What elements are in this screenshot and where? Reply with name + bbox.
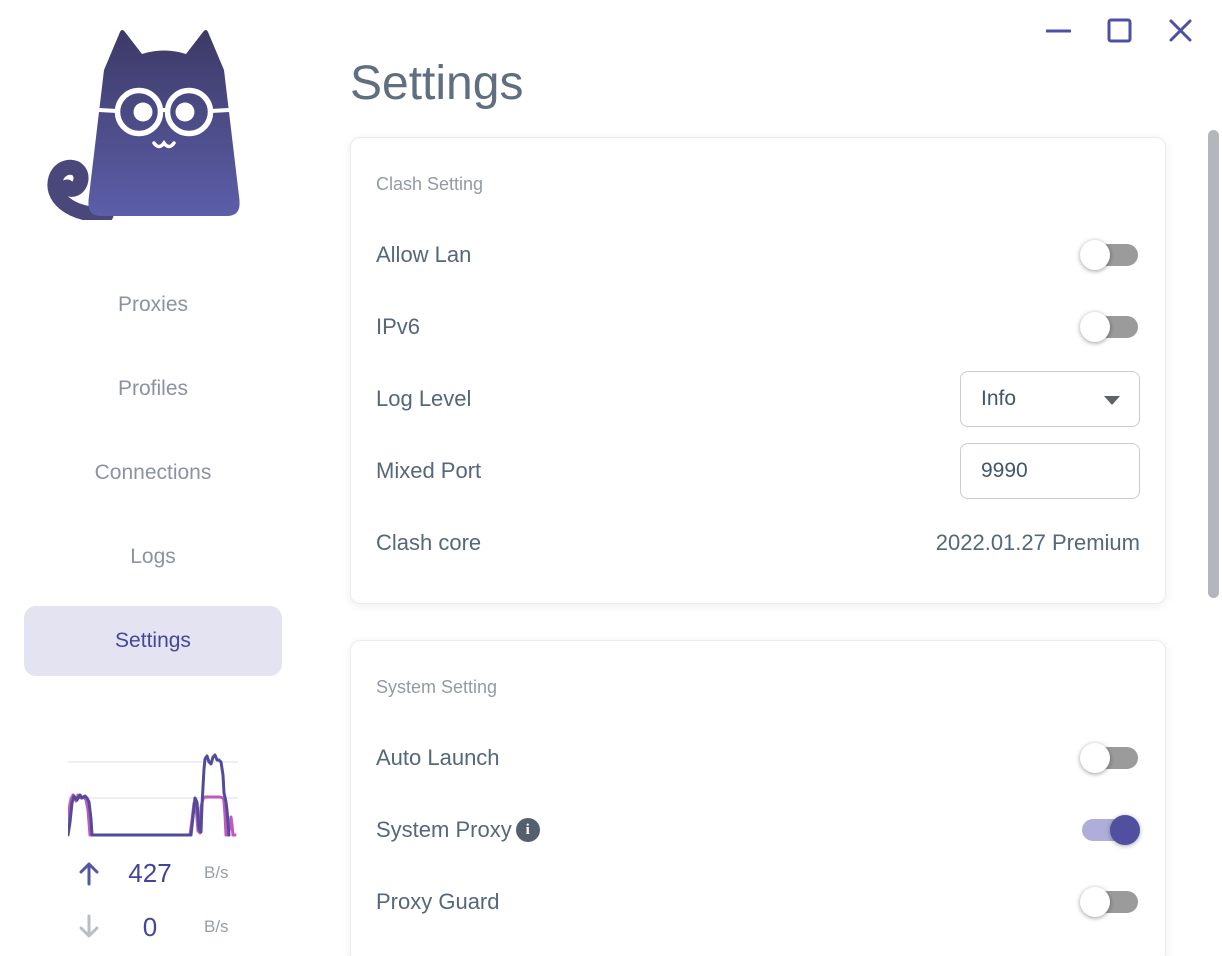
clash-cat-logo [47, 30, 240, 223]
traffic-panel: 427 B/s 0 B/s [64, 745, 244, 954]
setting-row-proxy-guard: Proxy Guard [376, 866, 1140, 938]
sidebar-item-connections[interactable]: Connections [94, 461, 212, 484]
download-stat: 0 B/s [64, 900, 244, 954]
toggle-knob [1080, 312, 1110, 342]
toggle-knob [1080, 887, 1110, 917]
toggle-knob [1110, 815, 1140, 845]
section-title: System Setting [376, 677, 498, 697]
upload-unit: B/s [204, 863, 229, 882]
system-setting-card: System Setting Auto Launch System Proxy … [350, 640, 1166, 956]
download-value: 0 [142, 911, 158, 942]
window-controls [1046, 18, 1193, 43]
log-level-value: Info [981, 387, 1017, 410]
upload-arrow-icon [79, 862, 99, 886]
row-label-wrap: System Proxy i [376, 817, 540, 843]
setting-row-ipv6: IPv6 [376, 291, 1140, 363]
toggle-knob [1080, 240, 1110, 270]
download-arrow-icon [79, 914, 99, 938]
maximize-button[interactable] [1107, 18, 1132, 43]
info-icon[interactable]: i [515, 818, 540, 842]
row-label: Log Level [376, 386, 472, 411]
system-proxy-toggle[interactable] [1080, 815, 1140, 845]
setting-row-log-level: Log Level Info [376, 363, 1140, 435]
auto-launch-toggle[interactable] [1080, 743, 1140, 773]
clash-core-version: 2022.01.27 Premium [935, 530, 1140, 555]
minimize-button[interactable] [1046, 18, 1071, 43]
upload-value: 427 [128, 857, 172, 888]
row-label: Allow Lan [376, 242, 472, 267]
minimize-icon [1046, 29, 1071, 33]
upload-stat: 427 B/s [64, 846, 244, 900]
allow-lan-toggle[interactable] [1080, 240, 1140, 270]
clash-setting-card: Clash Setting Allow Lan IPv6 Log Level [350, 137, 1166, 604]
setting-row-allow-lan: Allow Lan [376, 219, 1140, 291]
proxy-guard-toggle[interactable] [1080, 887, 1140, 917]
setting-row-auto-launch: Auto Launch [376, 722, 1140, 794]
log-level-select[interactable]: Info [960, 371, 1140, 427]
close-icon [1169, 19, 1192, 42]
mixed-port-input[interactable] [960, 443, 1140, 499]
setting-row-clash-core: Clash core 2022.01.27 Premium [376, 507, 1140, 579]
sidebar: Proxies Profiles Connections Logs Settin… [0, 0, 306, 956]
ipv6-toggle[interactable] [1080, 312, 1140, 342]
maximize-icon [1107, 18, 1132, 43]
main-content: Settings Clash Setting Allow Lan IPv6 Lo… [306, 0, 1222, 956]
sidebar-item-proxies[interactable]: Proxies [117, 293, 189, 316]
sidebar-nav: Proxies Profiles Connections Logs Settin… [0, 270, 306, 676]
traffic-graph [68, 753, 238, 837]
row-label: Proxy Guard [376, 889, 500, 914]
sidebar-item-logs[interactable]: Logs [130, 545, 176, 568]
setting-row-mixed-port: Mixed Port [376, 435, 1140, 507]
sidebar-item-profiles[interactable]: Profiles [117, 377, 189, 400]
section-title: Clash Setting [376, 174, 484, 194]
row-label: Auto Launch [376, 745, 500, 770]
row-label: IPv6 [376, 314, 421, 339]
row-label: Clash core [376, 530, 482, 555]
sidebar-item-settings[interactable]: Settings [24, 606, 282, 676]
chevron-down-icon [1104, 396, 1120, 405]
page-title: Settings [350, 57, 524, 110]
setting-row-system-proxy: System Proxy i [376, 794, 1140, 866]
close-button[interactable] [1168, 18, 1193, 43]
scrollbar-thumb[interactable] [1208, 130, 1219, 598]
row-label: Mixed Port [376, 458, 482, 483]
download-line [68, 753, 231, 837]
row-label: System Proxy [376, 817, 512, 842]
toggle-knob [1080, 743, 1110, 773]
download-unit: B/s [204, 917, 229, 936]
